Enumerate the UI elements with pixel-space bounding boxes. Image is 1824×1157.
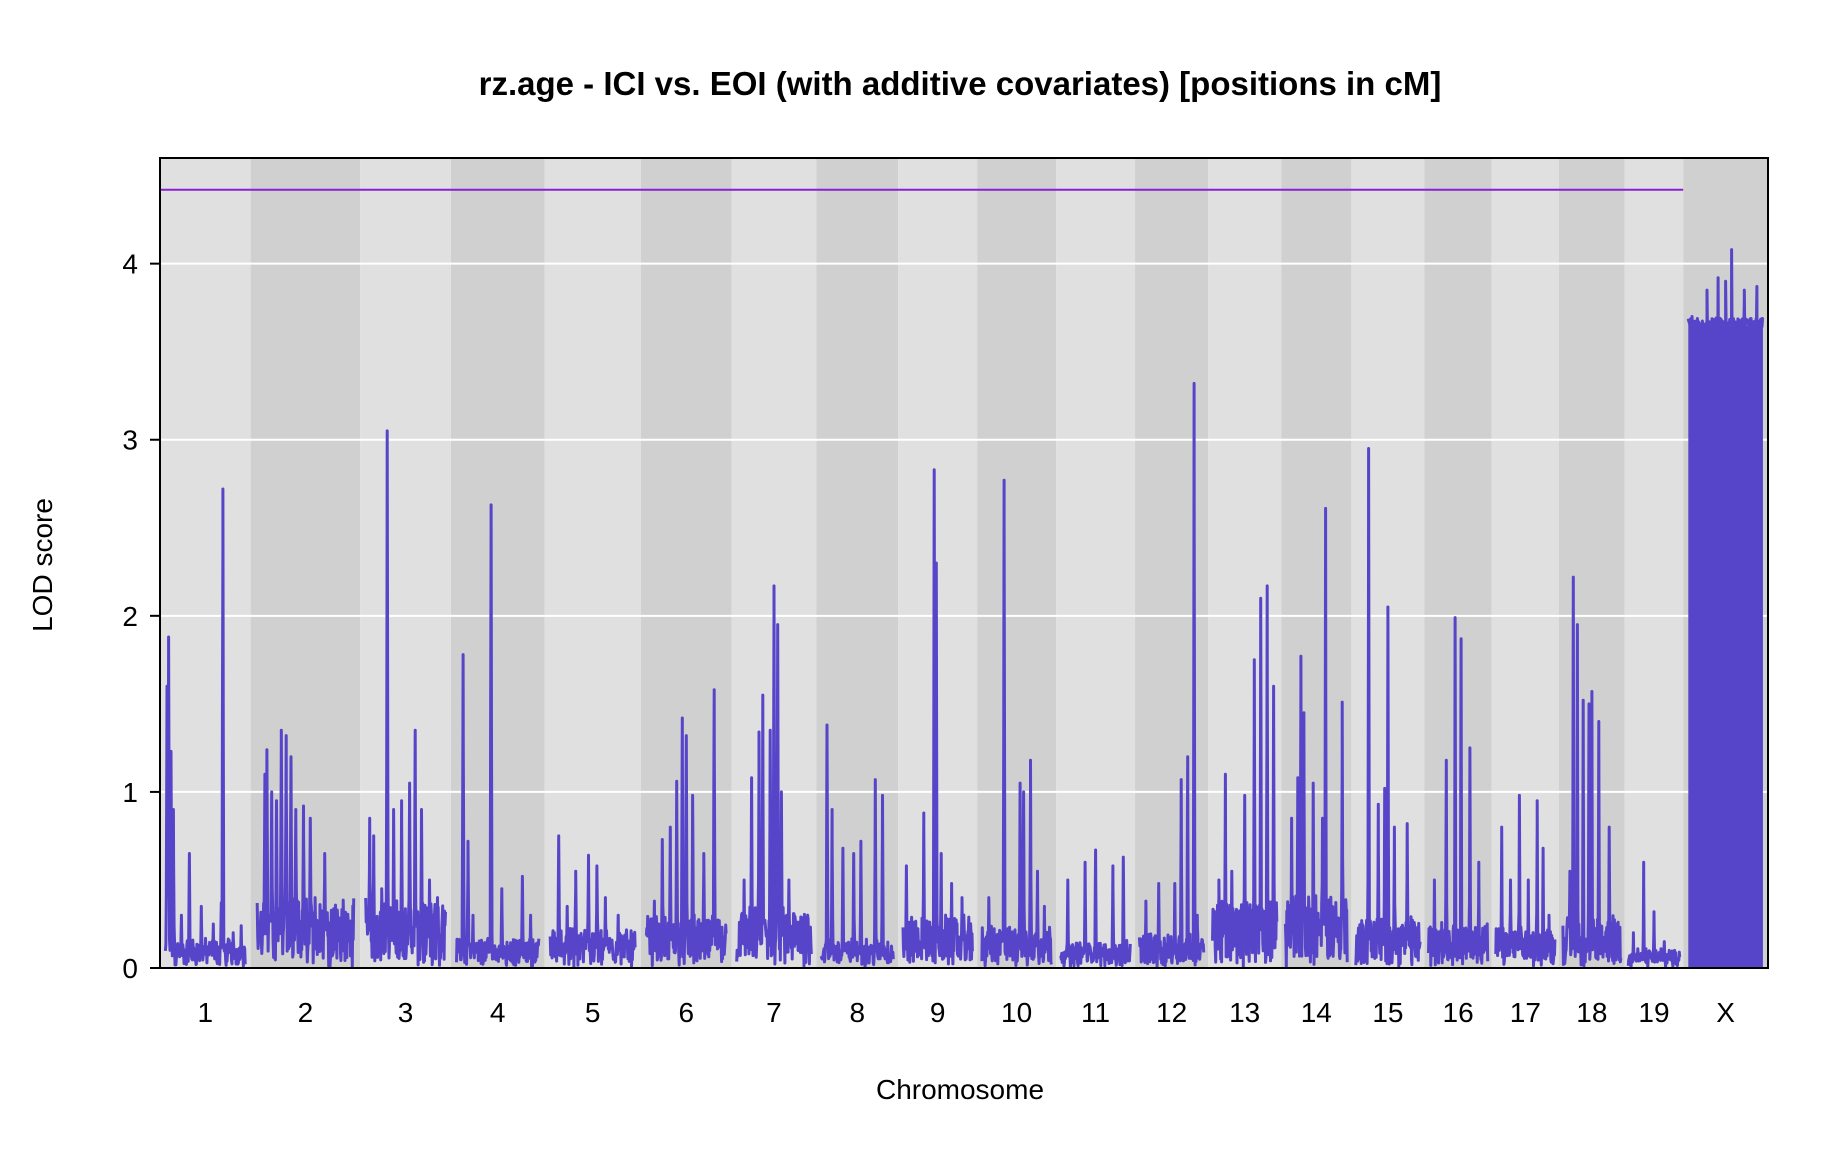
y-tick-label-1: 1 <box>122 777 138 808</box>
lod-line-chr-11 <box>1059 848 1132 969</box>
x-axis-label: Chromosome <box>876 1074 1044 1105</box>
y-axis-label: LOD score <box>27 498 58 632</box>
lod-line-chr-6 <box>644 688 728 967</box>
x-tick-label-chr-17: 17 <box>1510 997 1541 1028</box>
x-tick-label-chr-12: 12 <box>1156 997 1187 1028</box>
x-tick-label-chr-4: 4 <box>490 997 506 1028</box>
chromosome-band-8 <box>816 158 899 968</box>
lod-line-chr-19 <box>1626 860 1682 970</box>
y-tick-label-0: 0 <box>122 953 138 984</box>
x-tick-label-chr-11: 11 <box>1081 997 1110 1028</box>
chromosome-band-2 <box>250 158 361 968</box>
x-tick-label-chr-3: 3 <box>398 997 414 1028</box>
y-axis-ticks: 0 1 2 3 4 <box>122 249 160 984</box>
lod-line-chr-5 <box>548 834 637 969</box>
lod-line-chr-12 <box>1137 381 1206 969</box>
y-tick-label-2: 2 <box>122 601 138 632</box>
x-tick-label-chr-8: 8 <box>849 997 865 1028</box>
chromosome-band-3 <box>360 158 451 968</box>
lod-line-chr-2 <box>255 728 356 969</box>
chromosome-band-10 <box>977 158 1057 968</box>
plot-frame <box>159 157 1769 969</box>
chart-title: rz.age - ICI vs. EOI (with additive cova… <box>479 65 1442 102</box>
lod-line-chr-15 <box>1354 447 1422 968</box>
x-tick-label-chr-9: 9 <box>930 997 946 1028</box>
x-tick-label-chr-13: 13 <box>1229 997 1260 1028</box>
chromosome-band-11 <box>1056 158 1136 968</box>
x-tick-label-chr-15: 15 <box>1372 997 1403 1028</box>
lod-line-chr-10 <box>980 478 1053 968</box>
x-tick-label-chr-X: X <box>1716 997 1735 1028</box>
x-tick-label-chr-7: 7 <box>766 997 782 1028</box>
lod-line-chr-13 <box>1211 584 1279 969</box>
chromosome-band-1 <box>160 158 251 968</box>
x-tick-label-chr-14: 14 <box>1301 997 1332 1028</box>
y-tick-label-4: 4 <box>122 249 138 280</box>
lod-line-chr-X <box>1686 248 1765 330</box>
lod-line-chr-17 <box>1494 793 1557 968</box>
x-tick-label-chr-2: 2 <box>298 997 314 1028</box>
gridlines <box>160 262 1768 793</box>
chromosome-band-19 <box>1624 158 1684 968</box>
x-tick-label-chr-18: 18 <box>1576 997 1607 1028</box>
lod-line-chr-18 <box>1561 575 1623 968</box>
x-tick-label-chr-10: 10 <box>1001 997 1032 1028</box>
x-tick-label-chr-16: 16 <box>1443 997 1474 1028</box>
y-tick-label-3: 3 <box>122 425 138 456</box>
chromosome-band-12 <box>1135 158 1209 968</box>
x-tick-label-chr-5: 5 <box>585 997 601 1028</box>
x-tick-label-chr-19: 19 <box>1638 997 1669 1028</box>
chromosome-band-16 <box>1424 158 1492 968</box>
lod-line-chr-1 <box>163 487 247 968</box>
chromosome-band-5 <box>544 158 641 968</box>
lod-line-chr-7 <box>735 584 813 968</box>
x-axis-ticks: 1 2 3 4 5 6 7 8 9 10 11 12 13 14 15 16 17 18 19 X <box>198 997 1736 1028</box>
x-tick-label-chr-1: 1 <box>198 997 214 1028</box>
x-tick-label-chr-6: 6 <box>678 997 694 1028</box>
lod-line-chr-4 <box>455 503 541 968</box>
lod-line-chr-9 <box>901 468 974 966</box>
chromosome-band-4 <box>450 158 545 968</box>
lod-line-chr-14 <box>1283 506 1349 968</box>
lod-fill-chr-X <box>1688 325 1763 969</box>
lod-line-chr-3 <box>364 429 447 967</box>
lod-line-chr-8 <box>819 723 895 969</box>
lod-line-chr-16 <box>1427 616 1490 967</box>
lod-series <box>163 248 1765 970</box>
